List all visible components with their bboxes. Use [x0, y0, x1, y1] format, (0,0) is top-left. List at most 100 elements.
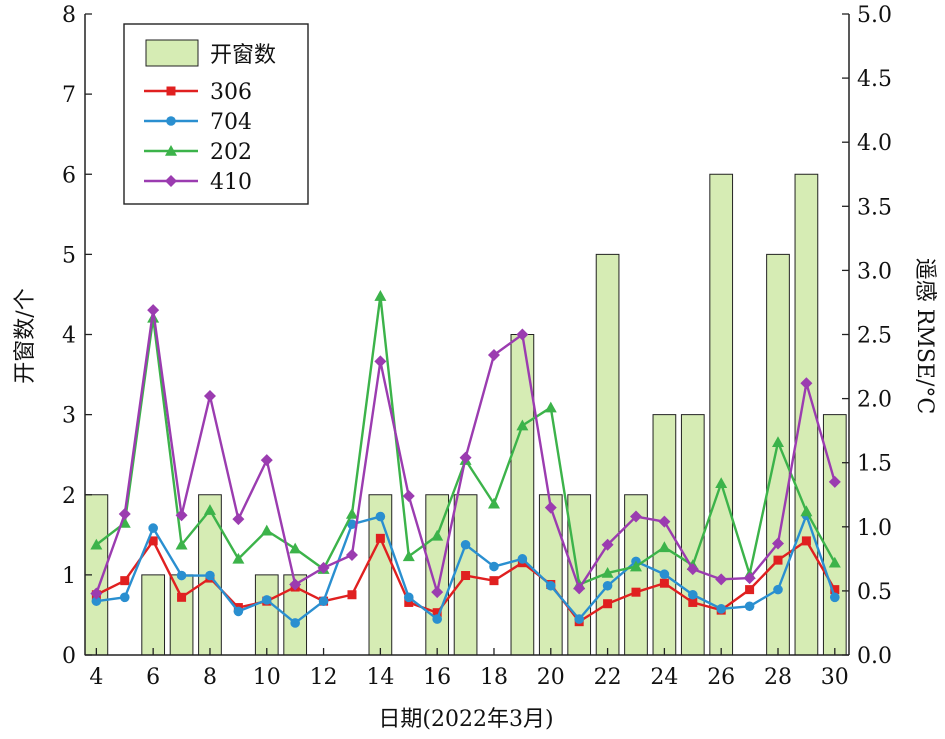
series-point-202	[289, 542, 302, 554]
series-point-410	[90, 587, 103, 600]
series-point-410	[800, 377, 813, 390]
x-axis-title: 日期(2022年3月)	[378, 707, 553, 732]
y-left-tick-label: 8	[62, 3, 76, 28]
series-point-704	[233, 606, 244, 617]
series-point-306	[631, 587, 641, 597]
series-point-704	[290, 618, 300, 628]
series-point-410	[431, 586, 444, 599]
series-point-704	[574, 614, 584, 624]
series-point-306	[773, 555, 783, 565]
series-point-410	[771, 537, 784, 550]
legend-marker-202	[165, 145, 177, 156]
y-left-tick-label: 1	[62, 564, 76, 589]
bars-layer	[84, 173, 847, 656]
series-point-704	[403, 592, 414, 603]
series-point-704	[148, 523, 158, 533]
series-point-202	[828, 556, 841, 568]
y-right-tick-label: 4.0	[857, 131, 892, 156]
series-point-202	[345, 507, 358, 519]
series-point-410	[601, 538, 614, 551]
series-point-306	[177, 592, 187, 602]
series-point-704	[545, 580, 556, 591]
bar	[254, 574, 279, 656]
x-tick-label: 26	[707, 665, 735, 690]
legend-marker-306	[166, 86, 176, 96]
series-point-410	[317, 561, 330, 574]
series-point-410	[516, 328, 529, 341]
y-right-tick-label: 1.0	[857, 516, 892, 541]
series-point-202	[374, 290, 387, 301]
series-point-704	[119, 592, 130, 603]
series-point-704	[176, 570, 187, 581]
x-tick-label: 18	[480, 665, 508, 690]
series-point-306	[432, 608, 442, 618]
y-axis-left-title: 开窗数/个	[13, 288, 38, 383]
legend-label-306: 306	[210, 80, 252, 105]
ticks-layer: 4 6 8 10 12 14 16 18 20 22 24 26 28 300123456780.00.5…	[62, 3, 892, 690]
series-point-202	[90, 538, 103, 550]
series-point-306	[603, 599, 613, 609]
y-left-tick-label: 3	[62, 404, 76, 429]
series-point-306	[801, 536, 811, 546]
x-tick-label: 20	[537, 665, 565, 690]
legend-label-202: 202	[210, 140, 252, 165]
y-right-tick-label: 0.0	[857, 644, 892, 669]
series-point-202	[232, 552, 245, 564]
series-point-202	[203, 504, 216, 515]
series-point-306	[830, 585, 840, 595]
series-point-410	[402, 490, 415, 503]
y-left-tick-label: 0	[62, 644, 76, 669]
bar	[425, 494, 450, 656]
y-right-tick-label: 0.5	[857, 580, 892, 605]
series-point-704	[773, 584, 783, 595]
y-left-tick-label: 5	[62, 243, 76, 268]
series-point-410	[374, 355, 387, 368]
series-point-306	[148, 536, 158, 546]
series-point-202	[175, 538, 188, 550]
y-left-tick-label: 6	[62, 163, 76, 188]
x-tick-label: 12	[310, 665, 338, 690]
legend-bar-swatch	[145, 39, 199, 67]
series-point-202	[402, 550, 415, 562]
x-tick-label: 22	[594, 665, 622, 690]
x-tick-label: 30	[821, 665, 849, 690]
series-point-704	[375, 511, 386, 522]
y-right-tick-label: 4.5	[857, 67, 892, 92]
x-tick-label: 16	[423, 665, 451, 690]
x-tick-label: 6	[146, 665, 160, 690]
x-tick-label: 4	[89, 665, 103, 690]
y-right-tick-label: 3.5	[857, 195, 892, 220]
series-point-202	[487, 497, 500, 509]
bar	[538, 494, 563, 656]
series-point-410	[544, 501, 557, 514]
series-point-704	[432, 614, 442, 624]
series-point-410	[459, 451, 472, 464]
series-point-410	[686, 563, 699, 576]
y-left-tick-label: 4	[62, 324, 76, 349]
x-tick-label: 10	[253, 665, 281, 690]
series-point-410	[629, 510, 642, 523]
series-point-202	[658, 541, 671, 553]
legend-marker-410	[165, 175, 177, 187]
series-point-410	[658, 515, 671, 528]
y-right-tick-label: 2.0	[857, 388, 892, 413]
series-point-306	[375, 533, 385, 543]
series-point-704	[602, 580, 613, 591]
series-point-410	[260, 454, 273, 467]
series-point-306	[659, 578, 669, 588]
series-point-410	[232, 513, 245, 526]
series-point-704	[347, 519, 357, 530]
y-right-tick-label: 5.0	[857, 3, 892, 28]
series-point-410	[573, 582, 586, 595]
series-point-410	[345, 549, 358, 562]
y-left-tick-label: 2	[62, 484, 76, 509]
series-point-410	[118, 507, 131, 520]
series-point-704	[460, 539, 471, 550]
series-point-704	[318, 596, 329, 606]
bar	[680, 414, 705, 656]
y-right-tick-label: 3.0	[857, 259, 892, 284]
legend-series: 306 704 202 410	[144, 80, 252, 195]
series-point-202	[800, 505, 813, 517]
legend-marker-704	[166, 116, 176, 126]
